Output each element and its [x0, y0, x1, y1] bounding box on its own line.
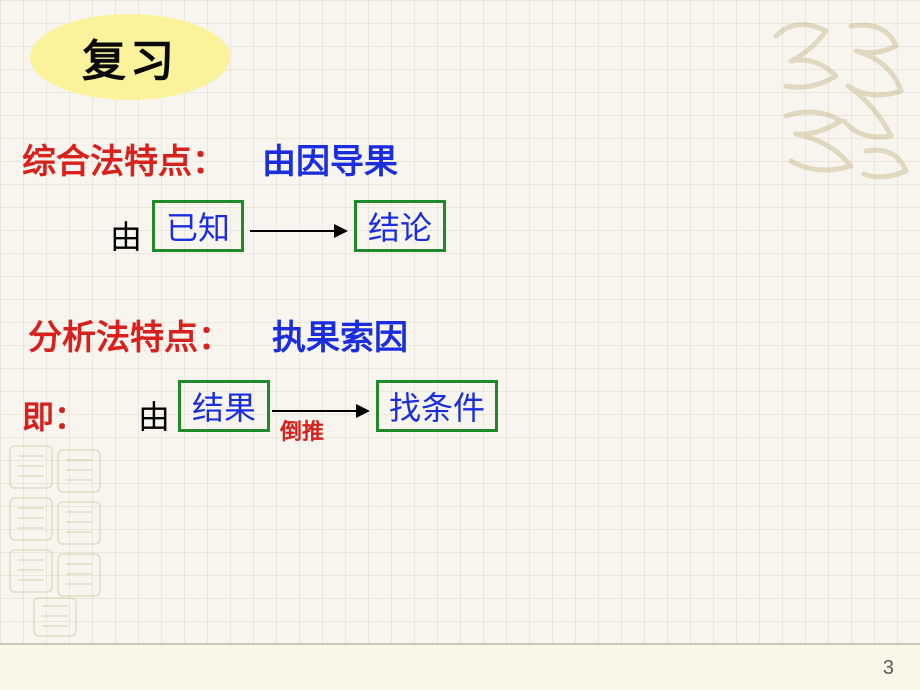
- analysis-box-result-text: 结果: [192, 383, 256, 429]
- synthesis-box-conclusion: 结论: [354, 200, 446, 252]
- synthesis-you: 由: [110, 212, 142, 258]
- analysis-label: 分析法特点：: [28, 310, 232, 359]
- analysis-you: 由: [138, 392, 170, 438]
- synthesis-summary: 由因导果: [262, 134, 398, 183]
- arrow-line-icon: [272, 410, 358, 412]
- analysis-summary: 执果索因: [272, 310, 408, 359]
- synthesis-arrow: [250, 224, 348, 238]
- analysis-ji: 即：: [22, 392, 86, 438]
- page-number: 3: [883, 657, 894, 680]
- arrow-head-icon: [356, 404, 370, 418]
- analysis-box-condition: 找条件: [376, 380, 498, 432]
- footer-strip: [0, 645, 920, 690]
- arrow-head-icon: [334, 224, 348, 238]
- synthesis-box-known: 已知: [152, 200, 244, 252]
- analysis-box-condition-text: 找条件: [389, 383, 485, 429]
- review-badge-text: 复习: [82, 25, 178, 89]
- synthesis-label: 综合法特点：: [22, 134, 226, 183]
- analysis-box-result: 结果: [178, 380, 270, 432]
- synthesis-box-conclusion-text: 结论: [368, 203, 432, 249]
- arrow-line-icon: [250, 230, 336, 232]
- calligraphy-watermark-top-right: [756, 6, 916, 196]
- synthesis-box-known-text: 已知: [166, 203, 230, 249]
- seal-watermark-bottom-left: [4, 440, 124, 640]
- review-badge: 复习: [30, 14, 230, 100]
- analysis-arrow-label: 倒推: [280, 414, 324, 446]
